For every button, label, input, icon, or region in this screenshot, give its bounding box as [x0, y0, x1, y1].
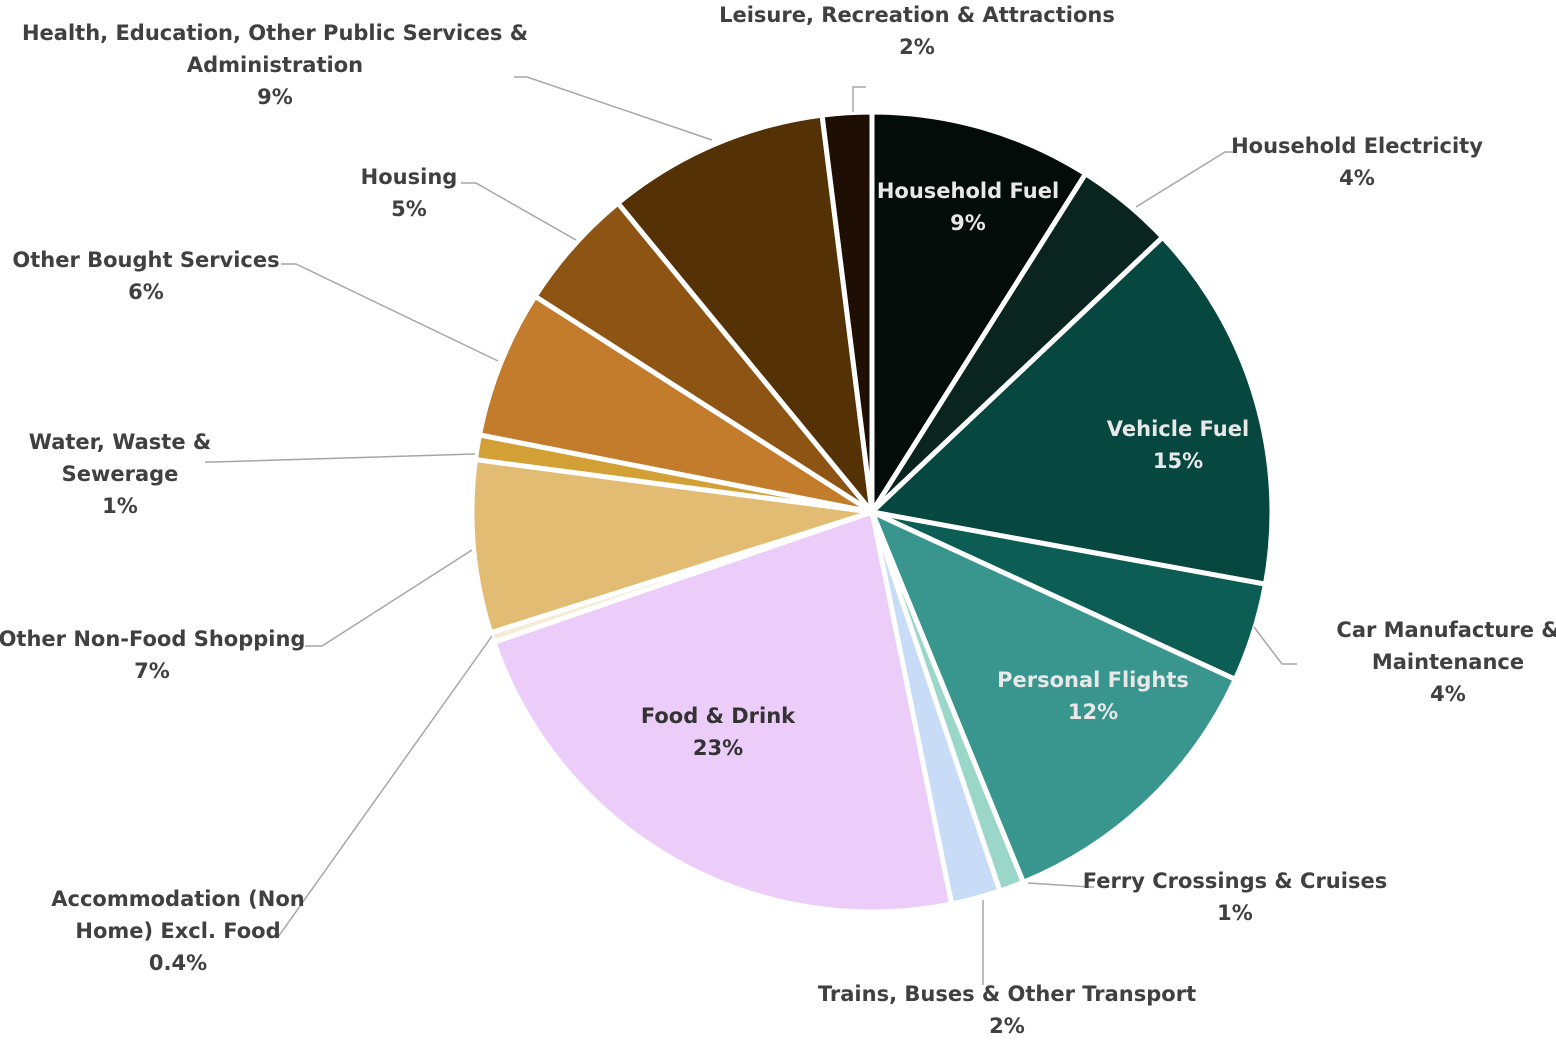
slice-label-household-fuel: Household Fuel 9% [877, 179, 1059, 235]
slice-category-label: Other Bought Services [12, 248, 279, 272]
leader-line-water-waste-and-sewerage [205, 453, 476, 463]
leader-line-health-education-other-public-services-and-administration [514, 76, 713, 141]
pie-slice-other-bought-services [477, 293, 875, 515]
slice-label-vehicle-fuel: Vehicle Fuel 15% [1107, 417, 1249, 473]
slice-value-label: 9% [257, 85, 293, 109]
slice-label-other-non-food-shopping: Other Non-Food Shopping 7% [0, 627, 305, 683]
leader-line-other-bought-services [281, 263, 499, 362]
slice-category-label: Household Fuel [877, 179, 1059, 203]
slice-category-label: Housing [361, 165, 458, 189]
slice-label-accommodation-non-home-excl-food: Accommodation (Non Home) Excl. Food 0.4% [51, 887, 304, 975]
slice-category-label: Trains, Buses & Other Transport [818, 982, 1196, 1006]
slice-label-car-manufacture-and-maintenance: Car Manufacture & Maintenance 4% [1336, 618, 1556, 706]
leader-line-household-electricity [1135, 151, 1236, 208]
slice-category-label: Water, Waste & Sewerage [29, 430, 211, 486]
slice-value-label: 6% [128, 280, 164, 304]
slice-label-health-education-other-public-services-and-administration: Health, Education, Other Public Services… [22, 21, 528, 109]
pie-slice-vehicle-fuel [869, 234, 1275, 587]
slice-value-label: 2% [989, 1014, 1025, 1038]
slice-value-label: 23% [693, 736, 743, 760]
leader-lines [205, 76, 1297, 985]
pie-slice-personal-flights [869, 509, 1238, 885]
slice-label-personal-flights: Personal Flights 12% [997, 668, 1189, 724]
slice-labels: Household Fuel 9% Household Electricity 4% V… [0, 3, 1556, 1038]
slice-category-label: Personal Flights [997, 668, 1189, 692]
slice-label-water-waste-and-sewerage: Water, Waste & Sewerage 1% [29, 430, 211, 518]
slice-label-other-bought-services: Other Bought Services 6% [12, 248, 279, 304]
leader-line-ferry-crossings-and-cruises [1027, 882, 1094, 888]
slice-label-housing: Housing 5% [361, 165, 458, 221]
slice-value-label: 4% [1430, 682, 1466, 706]
slice-value-label: 0.4% [149, 951, 207, 975]
slice-category-label: Other Non-Food Shopping [0, 627, 305, 651]
slice-label-leisure-recreation-and-attractions: Leisure, Recreation & Attractions 2% [719, 3, 1115, 59]
pie-slice-health-education-other-public-services-and-administration [615, 112, 875, 515]
pie-slice-household-fuel [869, 109, 1089, 515]
slice-category-label: Vehicle Fuel [1107, 417, 1249, 441]
slice-value-label: 15% [1153, 449, 1203, 473]
slice-value-label: 4% [1339, 166, 1375, 190]
leader-line-housing [461, 182, 577, 241]
slice-category-label: Leisure, Recreation & Attractions [719, 3, 1115, 27]
pie-slices [469, 109, 1275, 915]
slice-category-label: Car Manufacture & Maintenance [1336, 618, 1556, 674]
leader-line-other-non-food-shopping [305, 549, 473, 647]
slice-label-ferry-crossings-and-cruises: Ferry Crossings & Cruises 1% [1083, 869, 1387, 925]
slice-value-label: 1% [1217, 901, 1253, 925]
slice-category-label: Health, Education, Other Public Services… [22, 21, 528, 77]
slice-label-food-and-drink: Food & Drink 23% [641, 704, 796, 760]
pie-slice-leisure-recreation-and-attractions [819, 109, 875, 515]
slice-label-trains-buses-and-other-transport: Trains, Buses & Other Transport 2% [818, 982, 1196, 1038]
pie-slice-other-non-food-shopping [469, 457, 875, 636]
leader-line-accommodation-non-home-excl-food [270, 635, 493, 938]
slice-label-household-electricity: Household Electricity 4% [1231, 134, 1483, 190]
slice-value-label: 12% [1068, 700, 1118, 724]
slice-value-label: 1% [102, 494, 138, 518]
slice-value-label: 5% [391, 197, 427, 221]
pie-slice-food-and-drink [491, 509, 955, 915]
slice-category-label: Accommodation (Non Home) Excl. Food [51, 887, 304, 943]
slice-category-label: Food & Drink [641, 704, 796, 728]
slice-category-label: Ferry Crossings & Cruises [1083, 869, 1387, 893]
leader-line-car-manufacture-and-maintenance [1253, 626, 1297, 665]
slice-category-label: Household Electricity [1231, 134, 1483, 158]
leader-line-leisure-recreation-and-attractions [852, 86, 866, 112]
slice-value-label: 9% [950, 211, 986, 235]
slice-value-label: 7% [134, 659, 170, 683]
slice-value-label: 2% [899, 35, 935, 59]
